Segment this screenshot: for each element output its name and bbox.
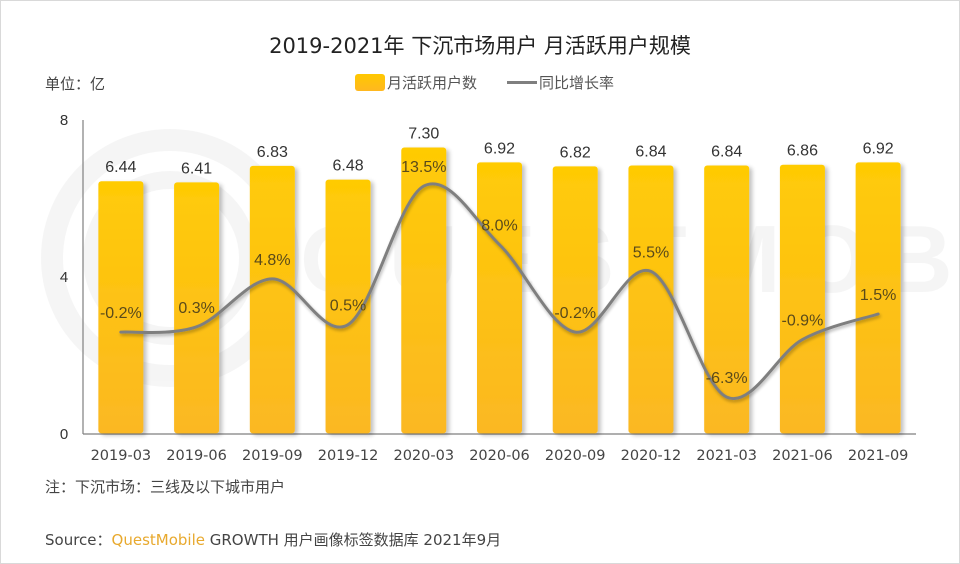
y-axis-ticks: 0 4 8: [60, 112, 68, 443]
bar: [628, 165, 674, 434]
bar: [855, 162, 901, 434]
x-tick-label: 2020-09: [545, 448, 606, 464]
x-tick-label: 2019-09: [242, 448, 303, 464]
bar-value-label: 6.84: [711, 144, 742, 161]
y-tick-label: 0: [60, 426, 68, 443]
bar-value-label: 6.82: [560, 144, 591, 161]
bar-value-label: 6.48: [332, 158, 363, 175]
bar-value-label: 6.86: [787, 143, 818, 160]
x-axis-labels: 2019-03 2019-06 2019-09 2019-12 2020-03 2020-…: [91, 448, 909, 464]
x-tick-label: 2020-03: [393, 448, 454, 464]
bar-series: [98, 147, 901, 434]
source-brand: QuestMobile: [111, 531, 205, 549]
x-tick-label: 2019-03: [91, 448, 152, 464]
bar-value-label: 7.30: [408, 125, 439, 142]
x-tick-label: 2019-06: [166, 448, 227, 464]
bar-value-labels: 6.44 6.41 6.83 6.48 7.30 6.92 6.82 6.84 6.84 6.86…: [105, 125, 894, 177]
x-tick-label: 2021-06: [772, 448, 833, 464]
growth-line-series: [119, 182, 880, 401]
bar: [401, 147, 447, 434]
chart-title: 2019-2021年 下沉市场用户 月活跃用户规模: [269, 34, 691, 58]
growth-rate-label: 8.0%: [481, 218, 517, 235]
y-tick-label: 4: [60, 269, 68, 286]
bar: [477, 162, 522, 434]
growth-rate-label: 4.8%: [254, 252, 290, 269]
bar-value-label: 6.92: [484, 140, 515, 157]
footnote: 注：下沉市场：三线及以下城市用户: [45, 478, 286, 496]
growth-rate-label: -0.2%: [100, 305, 142, 322]
legend: 月活跃用户数 同比增长率: [355, 72, 614, 93]
source-line: Source：QuestMobile GROWTH 用户画像标签数据库 2021…: [45, 529, 501, 550]
source-prefix: Source：: [45, 531, 112, 549]
bar-value-label: 6.41: [181, 160, 212, 177]
legend-line-label: 同比增长率: [539, 74, 615, 92]
bar: [98, 181, 144, 434]
x-tick-label: 2019-12: [318, 448, 379, 464]
x-tick-label: 2021-03: [696, 448, 757, 464]
bar: [249, 165, 295, 434]
growth-rate-label: 1.5%: [860, 287, 896, 304]
bar-value-label: 6.92: [863, 140, 894, 157]
growth-rate-label: 0.5%: [330, 298, 366, 315]
x-tick-label: 2021-09: [848, 448, 909, 464]
bar-value-label: 6.84: [635, 144, 666, 161]
growth-rate-label: -6.3%: [706, 370, 748, 387]
x-tick-label: 2020-06: [469, 448, 530, 464]
growth-rate-label: 13.5%: [401, 159, 446, 176]
y-tick-label: 8: [60, 112, 68, 129]
x-tick-label: 2020-12: [621, 448, 682, 464]
legend-line-swatch: [507, 81, 538, 84]
legend-bar-label: 月活跃用户数: [387, 74, 478, 92]
bar: [704, 165, 750, 434]
growth-rate-label: -0.9%: [782, 313, 824, 330]
bar: [325, 179, 371, 434]
bar: [174, 182, 220, 434]
source-text: GROWTH 用户画像标签数据库 2021年9月: [209, 531, 502, 549]
legend-bar-swatch: [355, 74, 385, 91]
growth-rate-label: 5.5%: [633, 244, 669, 261]
growth-rate-labels: -0.2% 0.3% 4.8% 0.5% 13.5% 8.0% -0.2% 5.5% -6.3%…: [100, 159, 896, 387]
unit-label: 单位：亿: [45, 75, 106, 93]
bar: [779, 164, 825, 434]
bar-value-label: 6.44: [105, 159, 136, 176]
growth-rate-label: 0.3%: [178, 300, 214, 317]
bar-value-label: 6.83: [257, 144, 288, 161]
growth-rate-label: -0.2%: [554, 305, 596, 322]
bar: [552, 166, 598, 434]
